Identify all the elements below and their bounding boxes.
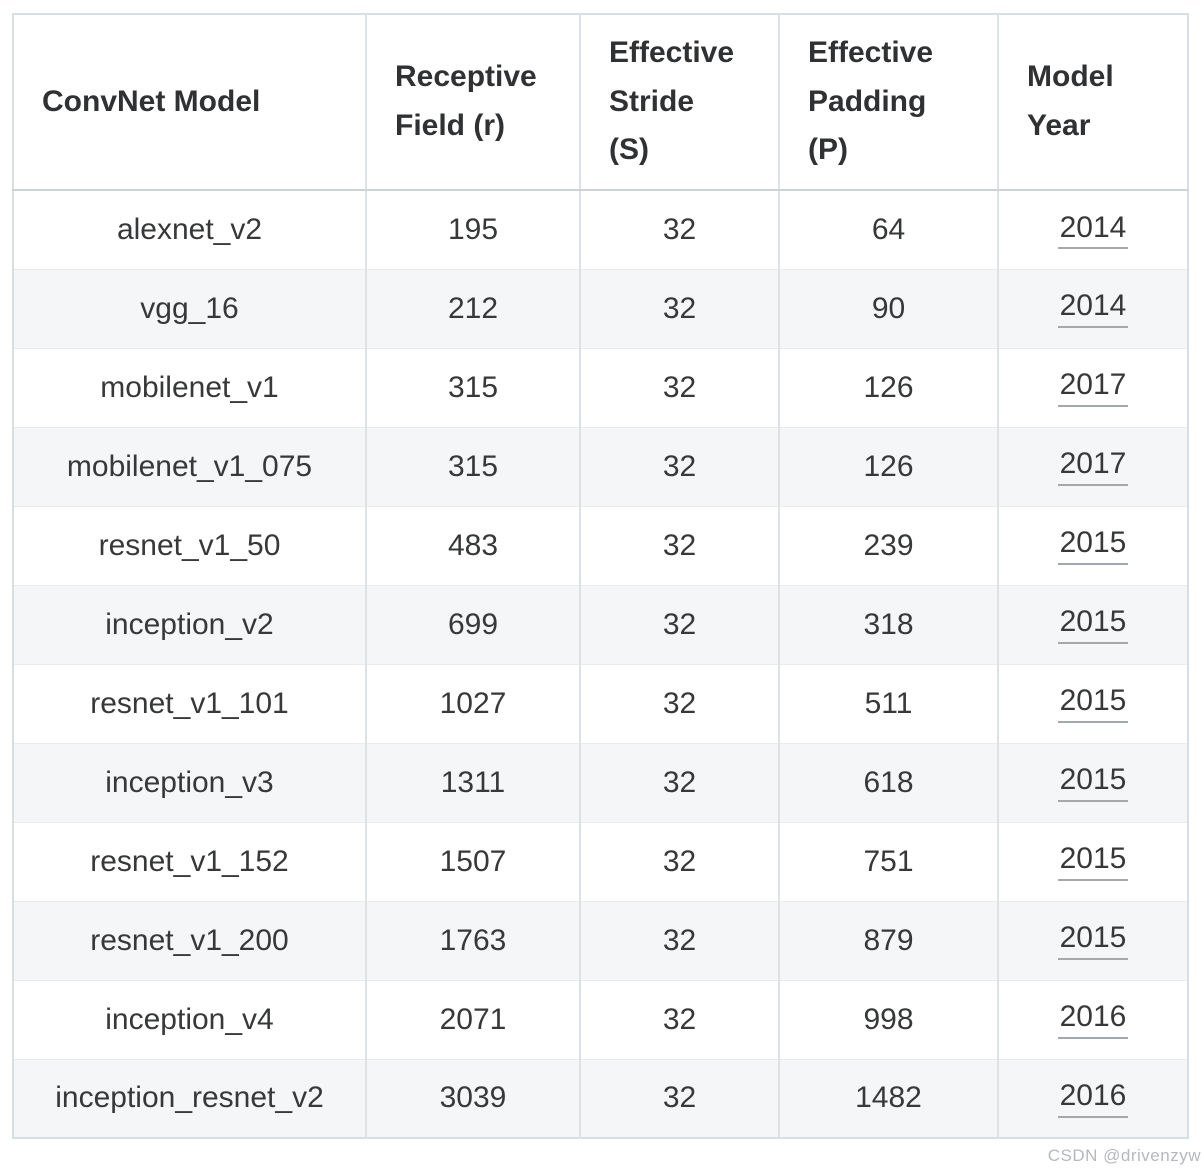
effective-stride-cell: 32 [579, 505, 779, 585]
header-effective-stride: Effective Stride (S) [579, 14, 779, 191]
header-effective-padding: Effective Padding (P) [778, 14, 998, 191]
table-row: resnet_v1_152 1507 32 751 2015 [13, 821, 1188, 901]
receptive-field-cell: 699 [365, 584, 580, 664]
table-row: resnet_v1_101 1027 32 511 2015 [13, 663, 1188, 743]
model-year-cell: 2017 [997, 426, 1188, 506]
model-year-link[interactable]: 2017 [1057, 448, 1129, 486]
effective-stride-cell: 32 [579, 584, 779, 664]
header-label-effective-padding: Effective Padding (P) [808, 36, 934, 167]
header-label-receptive-field: Receptive Field (r) [395, 60, 537, 142]
model-year-link[interactable]: 2014 [1057, 211, 1129, 249]
effective-stride-cell: 32 [579, 821, 779, 901]
model-year-cell: 2015 [997, 900, 1188, 980]
effective-stride-cell: 32 [579, 1058, 779, 1138]
effective-stride-cell: 32 [579, 979, 779, 1059]
table-row: vgg_16 212 32 90 2014 [13, 268, 1188, 348]
effective-stride-cell: 32 [579, 900, 779, 980]
header-label-effective-stride: Effective Stride (S) [609, 36, 735, 167]
model-year-link[interactable]: 2015 [1057, 922, 1129, 960]
table-row: inception_resnet_v2 3039 32 1482 2016 [13, 1058, 1188, 1138]
receptive-field-cell: 1027 [365, 663, 580, 743]
effective-padding-cell: 618 [778, 742, 998, 822]
table-body: alexnet_v2 195 32 64 2014 vgg_16 212 32 … [13, 190, 1188, 1138]
model-year-cell: 2015 [997, 584, 1188, 664]
table-row: resnet_v1_50 483 32 239 2015 [13, 505, 1188, 585]
model-year-cell: 2016 [997, 1058, 1188, 1138]
effective-stride-cell: 32 [579, 742, 779, 822]
model-year-cell: 2015 [997, 663, 1188, 743]
model-year-link[interactable]: 2015 [1057, 685, 1129, 723]
effective-padding-cell: 879 [778, 900, 998, 980]
receptive-field-cell: 483 [365, 505, 580, 585]
header-row: ConvNet Model Receptive Field (r) Effect… [13, 14, 1188, 191]
model-year-link[interactable]: 2015 [1057, 527, 1129, 565]
header-receptive-field: Receptive Field (r) [365, 14, 580, 191]
model-cell: inception_v3 [13, 742, 366, 822]
csdn-watermark: CSDN @drivenzyw [1047, 1146, 1201, 1165]
effective-padding-cell: 751 [778, 821, 998, 901]
model-year-link[interactable]: 2017 [1057, 369, 1129, 407]
receptive-field-cell: 195 [365, 190, 580, 269]
model-cell: alexnet_v2 [116, 212, 263, 246]
model-year-link[interactable]: 2015 [1057, 764, 1129, 802]
header-convnet-model: ConvNet Model [13, 14, 366, 191]
table-row: inception_v3 1311 32 618 2015 [13, 742, 1188, 822]
model-year-cell: 2016 [997, 979, 1188, 1059]
model-cell: resnet_v1_50 [13, 505, 366, 585]
table-row: mobilenet_v1_075 315 32 126 2017 [13, 426, 1188, 506]
table-row: alexnet_v2 195 32 64 2014 [13, 190, 1188, 269]
effective-padding-cell: 239 [778, 505, 998, 585]
model-year-link[interactable]: 2016 [1057, 1001, 1129, 1039]
table-row: inception_v4 2071 32 998 2016 [13, 979, 1188, 1059]
receptive-field-cell: 3039 [365, 1058, 580, 1138]
model-cell: resnet_v1_152 [13, 821, 366, 901]
effective-padding-cell: 1482 [778, 1058, 998, 1138]
table-row: mobilenet_v1 315 32 126 2017 [13, 347, 1188, 427]
convnet-receptive-field-table: ConvNet Model Receptive Field (r) Effect… [12, 13, 1189, 1139]
model-cell: inception_resnet_v2 [13, 1058, 366, 1138]
model-year-link[interactable]: 2014 [1057, 290, 1129, 328]
model-year-cell: 2017 [997, 347, 1188, 427]
model-cell: resnet_v1_200 [13, 900, 366, 980]
header-label-model-year: Model Year [1027, 60, 1114, 142]
receptive-field-cell: 1763 [365, 900, 580, 980]
table-header: ConvNet Model Receptive Field (r) Effect… [13, 14, 1188, 191]
effective-stride-cell: 32 [579, 347, 779, 427]
table-row: inception_v2 699 32 318 2015 [13, 584, 1188, 664]
receptive-field-cell: 212 [365, 268, 580, 348]
effective-stride-cell: 32 [579, 190, 779, 269]
model-year-link[interactable]: 2015 [1057, 843, 1129, 881]
model-year-link[interactable]: 2015 [1057, 606, 1129, 644]
model-year-cell: 2014 [997, 190, 1188, 269]
header-model-year: Model Year [997, 14, 1188, 191]
effective-padding-cell: 126 [778, 426, 998, 506]
effective-stride-cell: 32 [579, 426, 779, 506]
model-cell: inception_v4 [13, 979, 366, 1059]
effective-stride-cell: 32 [579, 663, 779, 743]
model-year-cell: 2015 [997, 821, 1188, 901]
model-year-link[interactable]: 2016 [1057, 1080, 1129, 1118]
receptive-field-cell: 1507 [365, 821, 580, 901]
receptive-field-cell: 315 [365, 347, 580, 427]
effective-padding-cell: 90 [778, 268, 998, 348]
model-year-cell: 2014 [997, 268, 1188, 348]
model-cell: mobilenet_v1 [13, 347, 366, 427]
effective-padding-cell: 126 [778, 347, 998, 427]
effective-padding-cell: 511 [778, 663, 998, 743]
table-row: resnet_v1_200 1763 32 879 2015 [13, 900, 1188, 980]
model-cell: vgg_16 [13, 268, 366, 348]
model-cell: inception_v2 [13, 584, 366, 664]
receptive-field-cell: 1311 [365, 742, 580, 822]
model-cell: mobilenet_v1_075 [13, 426, 366, 506]
effective-padding-cell: 64 [778, 190, 998, 269]
header-label-convnet-model: ConvNet Model [42, 84, 261, 118]
receptive-field-cell: 2071 [365, 979, 580, 1059]
effective-padding-cell: 998 [778, 979, 998, 1059]
receptive-field-cell: 315 [365, 426, 580, 506]
model-year-cell: 2015 [997, 742, 1188, 822]
model-year-cell: 2015 [997, 505, 1188, 585]
effective-stride-cell: 32 [579, 268, 779, 348]
effective-padding-cell: 318 [778, 584, 998, 664]
model-cell: resnet_v1_101 [13, 663, 366, 743]
